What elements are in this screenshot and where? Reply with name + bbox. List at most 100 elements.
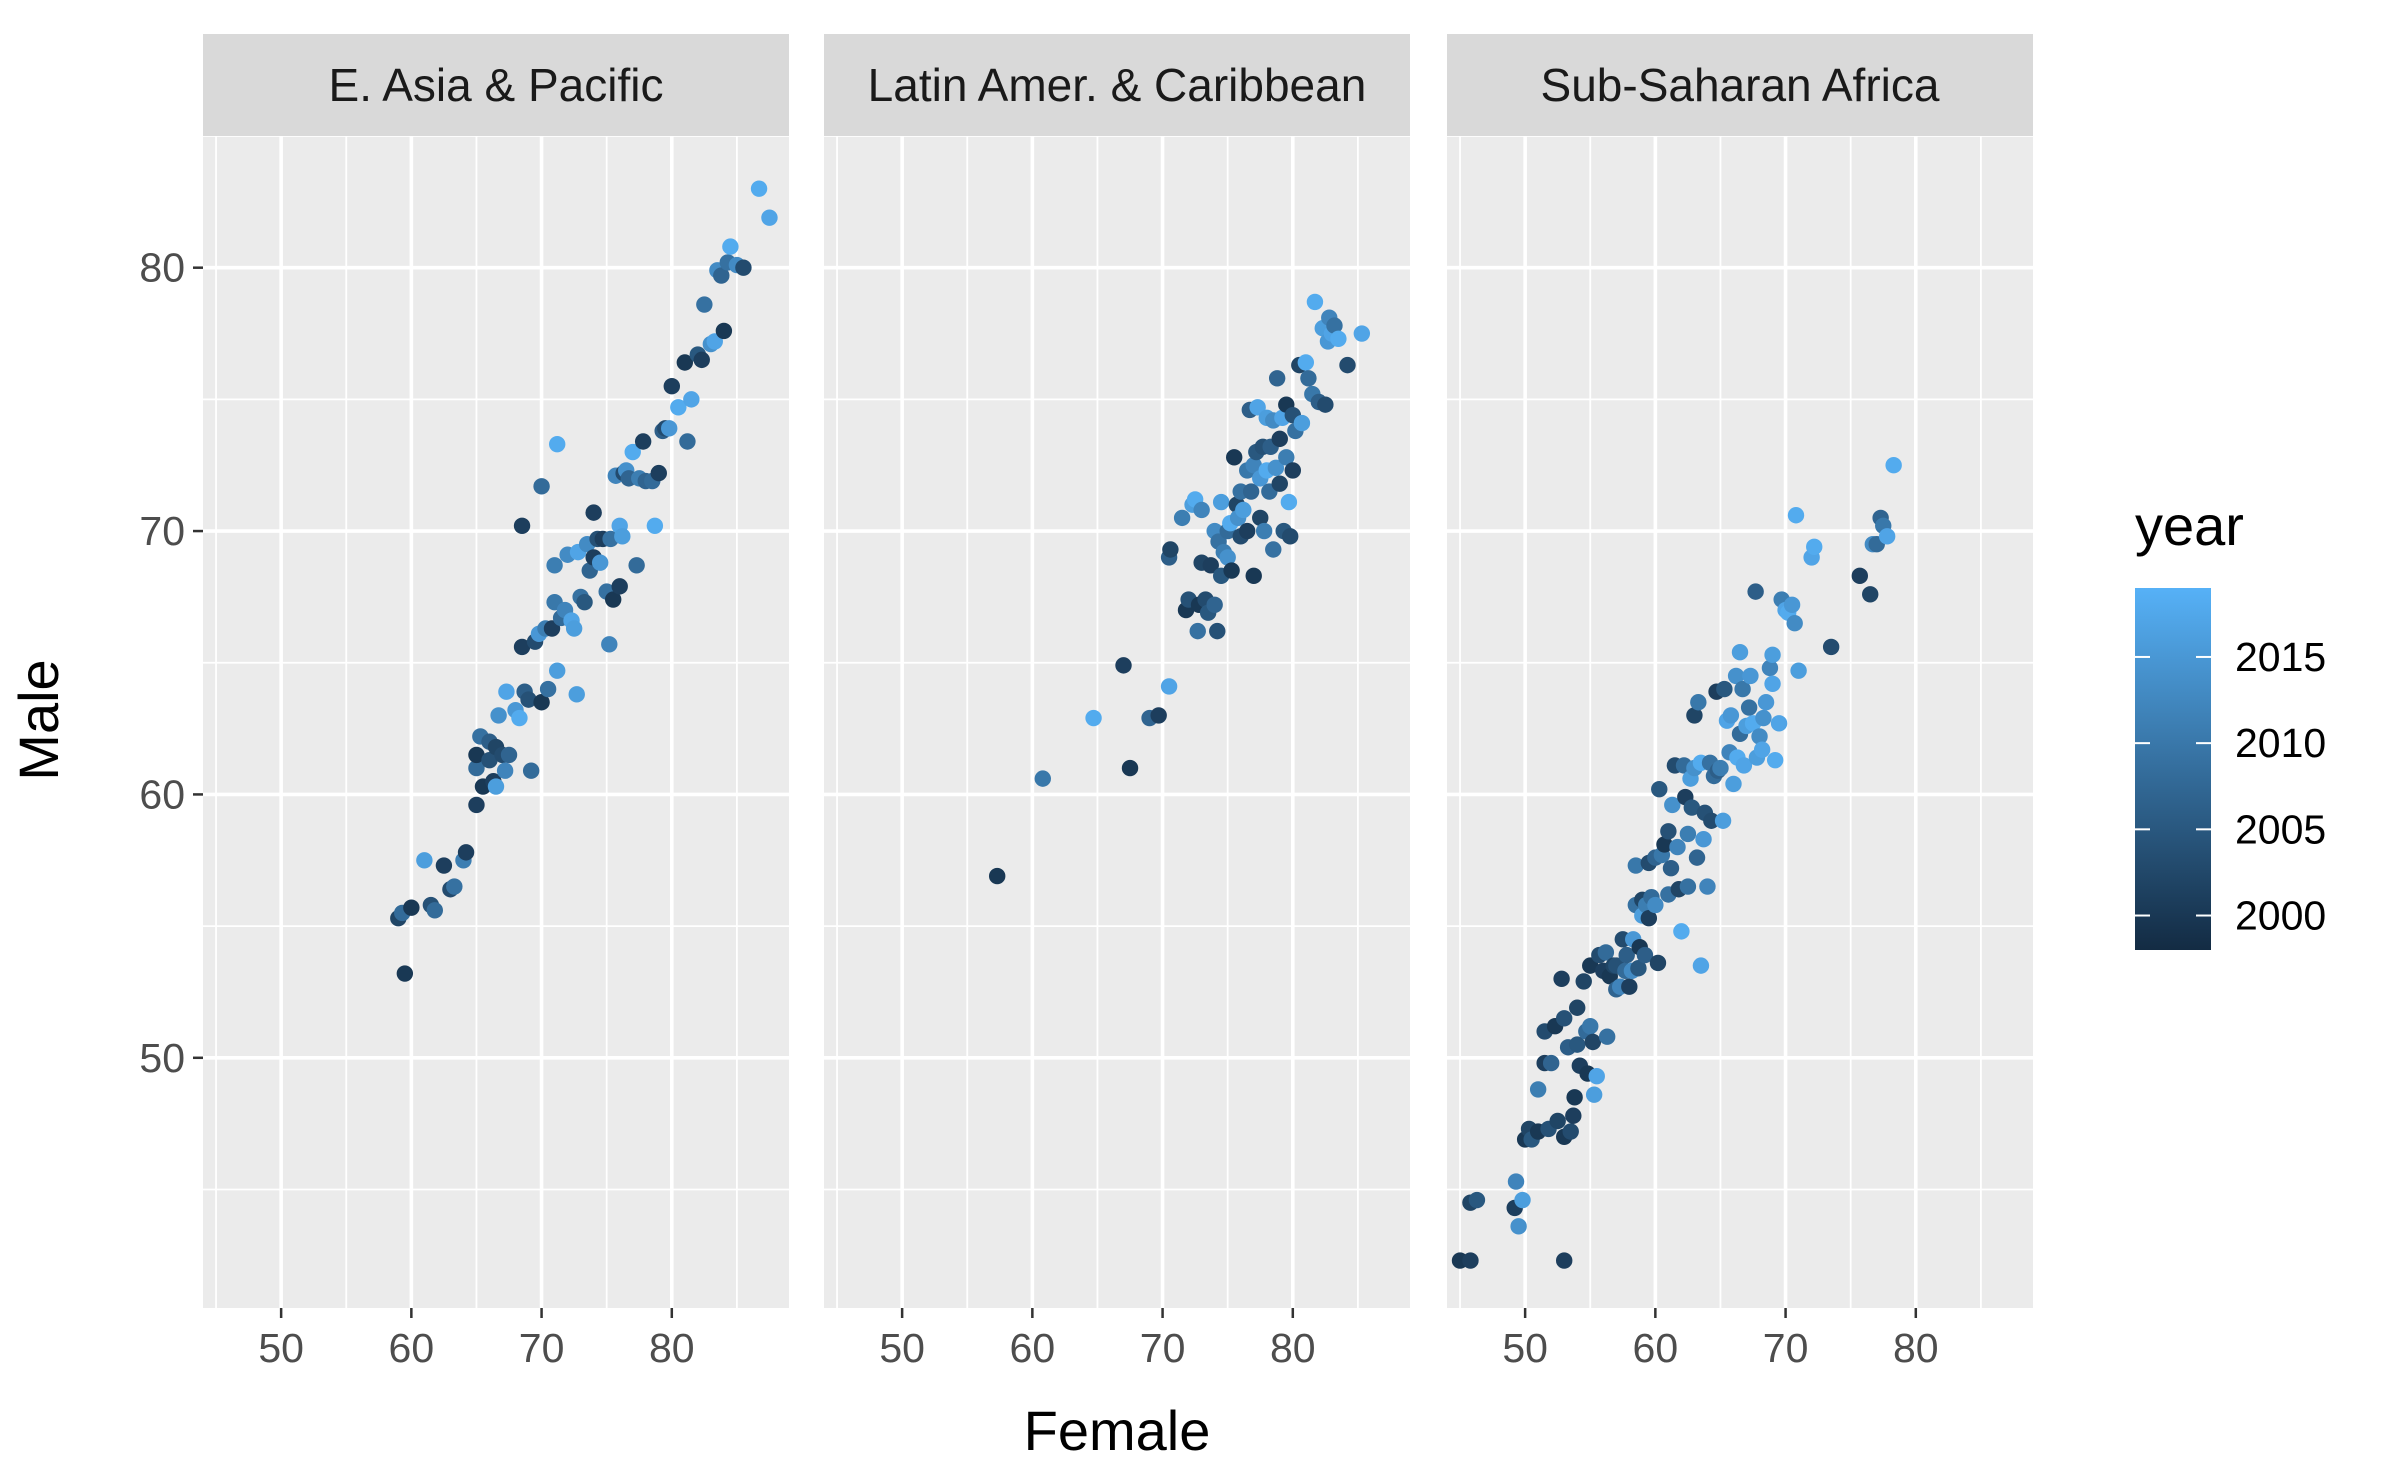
data-point [1189,622,1206,640]
data-point [533,478,550,495]
data-point [634,433,652,450]
data-point [605,591,622,608]
data-point [663,378,680,395]
data-point [693,351,710,369]
data-point [1566,1089,1583,1106]
data-point [679,433,696,450]
data-point [1202,557,1219,574]
data-point [1529,1081,1547,1098]
data-point [1703,812,1720,829]
data-point [1575,973,1592,990]
facet-strip [203,34,789,136]
data-point [1753,741,1771,758]
data-point [513,638,531,656]
data-point [1787,507,1805,524]
x-tick-label: 50 [258,1325,304,1371]
data-point [1278,449,1295,466]
data-point [1468,1191,1486,1209]
data-point [481,751,498,769]
data-point [696,296,713,313]
data-point [498,683,515,700]
data-point [1783,596,1801,613]
data-point [1806,538,1823,556]
data-point [1662,859,1680,877]
data-point [611,578,628,595]
data-point [539,680,557,698]
data-point [988,867,1006,885]
legend-colorbar [2135,588,2211,950]
data-point [1740,699,1758,716]
data-point [1790,662,1807,679]
data-point [511,709,528,727]
data-point [1281,528,1299,545]
data-point [1695,831,1712,848]
data-point [650,464,667,482]
legend-tick-label: 2005 [2235,806,2326,852]
data-point [601,636,618,653]
data-point [1735,757,1753,774]
data-point [1878,528,1896,545]
data-point [568,686,585,703]
data-point [1742,667,1759,685]
data-point [1226,449,1243,466]
data-point [1219,549,1236,566]
data-point [1569,1036,1586,1053]
data-point [1271,430,1288,448]
panel-background [824,136,1410,1308]
data-point [1722,707,1740,724]
data-point [1755,709,1772,727]
data-point [1627,857,1645,874]
legend-tick-label: 2000 [2235,893,2326,939]
data-point [1542,1054,1560,1072]
data-point [576,593,593,611]
data-point [1245,457,1262,474]
data-point [1206,596,1223,613]
data-point [1085,709,1102,727]
data-point [585,504,602,521]
facet-panel: E. Asia & Pacific 50 60 70 80 [203,34,789,1371]
data-point [1339,356,1356,374]
data-point [1242,483,1260,500]
data-point [1326,317,1343,334]
data-point [1582,1017,1599,1035]
data-point [1565,1107,1582,1124]
facet-strip-label: Latin Amer. & Caribbean [868,59,1367,111]
data-point [614,528,631,545]
data-point [1549,1112,1566,1130]
data-point [1268,370,1286,387]
data-point [1714,812,1732,829]
data-point [1160,678,1178,695]
data-point [1692,957,1710,974]
data-point [1597,944,1615,961]
data-point [416,852,433,869]
data-point [403,899,420,916]
data-point [1267,459,1285,477]
data-point [546,557,563,574]
y-axis: 50 60 70 80 [139,245,203,1081]
data-point [735,259,752,276]
facet-strip [1447,34,2033,136]
data-point [1636,946,1654,964]
data-point [660,420,678,437]
y-tick-label: 60 [139,771,185,817]
data-point [513,517,531,534]
data-point [396,965,414,982]
data-point [1235,501,1252,519]
data-point [1649,954,1667,972]
data-point [1679,878,1697,895]
data-point [1734,680,1751,698]
data-point [1284,462,1302,479]
data-point [1885,457,1902,474]
data-point [715,322,733,340]
data-point [1761,659,1779,677]
data-point [1556,1010,1573,1027]
data-point [1585,1086,1603,1103]
data-point [1664,796,1681,814]
data-point [1598,1028,1616,1045]
facet-panel: Latin Amer. & Caribbean 50 60 70 80 [824,34,1410,1371]
data-point [1584,1033,1602,1051]
data-point [1731,644,1749,661]
data-point [761,209,778,226]
data-point [1786,615,1803,632]
